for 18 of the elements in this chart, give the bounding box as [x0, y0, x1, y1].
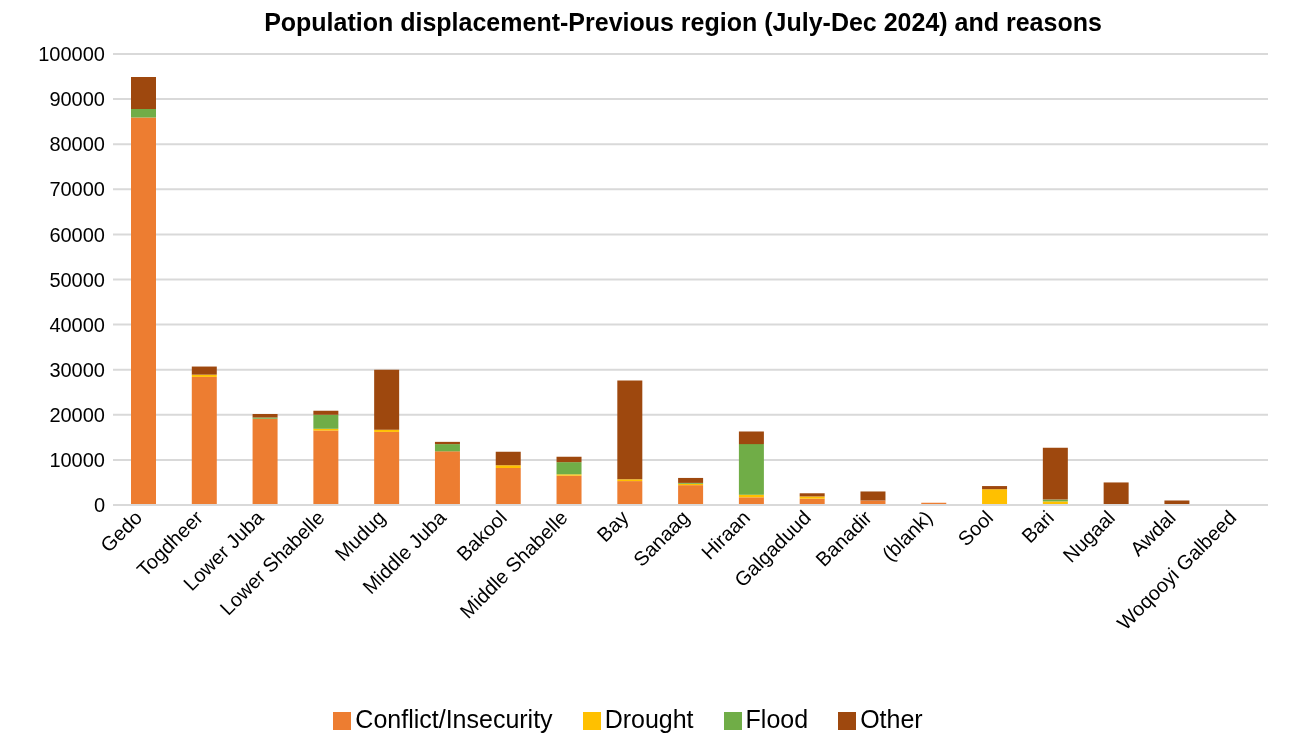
- y-tick-label: 50000: [49, 268, 105, 291]
- legend-label: Conflict/Insecurity: [355, 705, 553, 733]
- y-tick-label: 20000: [49, 403, 105, 426]
- legend-label: Other: [860, 705, 923, 733]
- y-tick-label: 60000: [49, 223, 105, 246]
- y-tick-label: 70000: [49, 178, 105, 201]
- y-tick-label: 30000: [49, 358, 105, 381]
- y-tick-label: 90000: [49, 88, 105, 111]
- legend-label: Flood: [745, 705, 809, 733]
- y-tick-label: 80000: [49, 133, 105, 156]
- y-tick-label: 40000: [49, 313, 105, 336]
- x-tick-label: Bari: [1017, 506, 1059, 547]
- y-tick-label: 10000: [49, 449, 105, 471]
- x-tick-label: Bay: [592, 506, 633, 547]
- chart-title: Population displacement-Previous region (July-Dec 2024) and reasons: [263, 8, 1103, 38]
- y-tick-label: 100000: [38, 43, 105, 66]
- legend-label: Drought: [604, 705, 694, 733]
- y-tick-label: 0: [93, 494, 105, 517]
